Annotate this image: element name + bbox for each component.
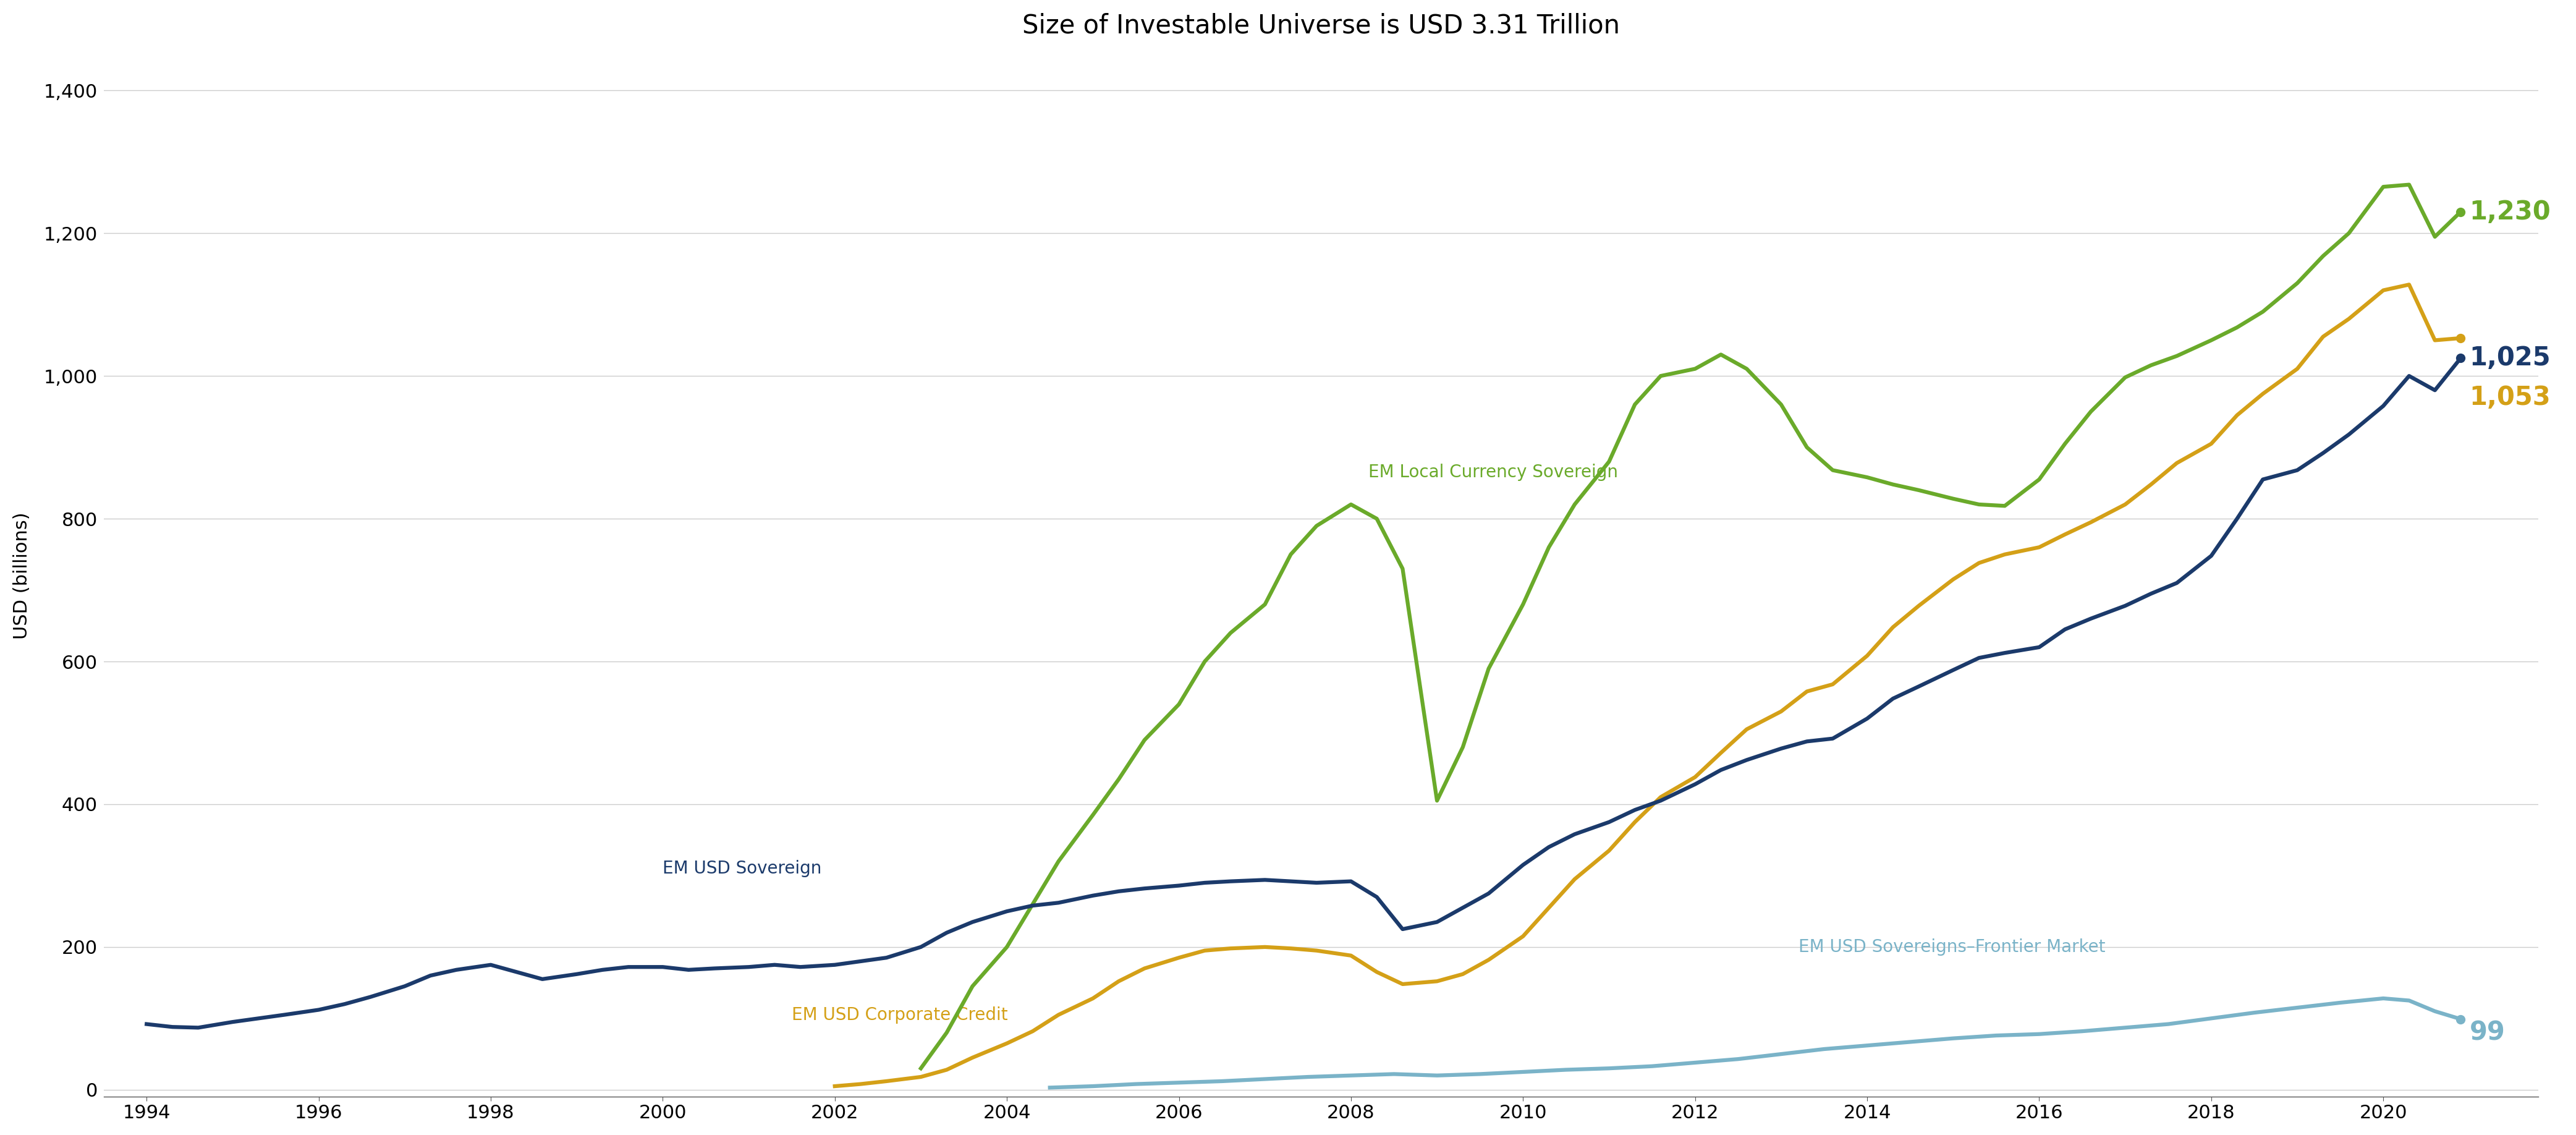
Text: 1,230: 1,230 bbox=[2470, 199, 2550, 225]
Text: EM Local Currency Sovereign: EM Local Currency Sovereign bbox=[1368, 464, 1618, 481]
Text: 1,025: 1,025 bbox=[2470, 345, 2550, 371]
Title: Size of Investable Universe is USD 3.31 Trillion: Size of Investable Universe is USD 3.31 … bbox=[1023, 12, 1620, 39]
Text: EM USD Sovereign: EM USD Sovereign bbox=[662, 860, 822, 877]
Text: 1,053: 1,053 bbox=[2470, 385, 2550, 411]
Text: 99: 99 bbox=[2470, 1019, 2504, 1045]
Text: EM USD Corporate Credit: EM USD Corporate Credit bbox=[791, 1006, 1007, 1024]
Text: EM USD Sovereigns–Frontier Market: EM USD Sovereigns–Frontier Market bbox=[1798, 939, 2105, 956]
Y-axis label: USD (billions): USD (billions) bbox=[13, 512, 31, 639]
